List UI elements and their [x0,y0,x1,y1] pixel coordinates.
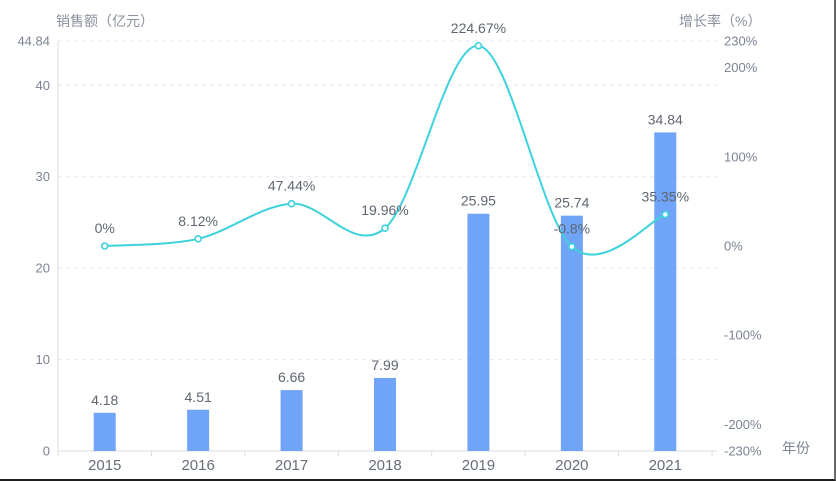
bar-value-label: 34.84 [648,111,683,127]
x-axis-title: 年份 [782,440,810,456]
bar-value-label: 25.95 [461,193,496,209]
line-value-label: 0% [95,220,115,236]
line-value-label: 19.96% [361,202,408,218]
left-axis-title: 销售额（亿元） [56,13,154,29]
line-value-label: 47.44% [268,178,315,194]
left-axis-tick-label: 44.84 [17,34,50,49]
right-axis-tick-label: 230% [724,34,758,49]
right-axis-title: 增长率（%） [679,13,762,29]
line-value-label: -0.8% [554,221,591,237]
left-axis-tick-label: 10 [36,352,50,367]
right-axis-tick-label: -100% [724,328,762,343]
left-axis-tick-label: 30 [36,169,50,184]
bar-2019[interactable] [467,213,490,451]
x-axis-category-label: 2016 [181,457,214,474]
bar-2021[interactable] [654,132,677,451]
line-point-2015[interactable] [100,242,109,250]
right-axis-tick-label: -230% [724,444,762,459]
line-point-2020[interactable] [568,242,576,251]
bar-value-label: 6.66 [278,369,305,385]
line-point-2016[interactable] [194,234,202,243]
right-axis-tick-label: 200% [724,60,758,75]
left-axis-tick-label: 40 [36,78,50,93]
bar-2016[interactable] [187,409,210,451]
x-axis-category-label: 2021 [649,457,682,474]
bar-value-label: 4.51 [185,389,212,405]
bar-2018[interactable] [374,377,396,451]
right-axis-tick-label: -200% [724,417,762,432]
line-value-label: 224.67% [451,20,506,36]
left-axis-tick-label: 0 [43,444,50,459]
line-point-2018[interactable] [381,224,389,233]
line-point-2019[interactable] [474,41,483,50]
line-value-label: 8.12% [178,213,218,229]
x-axis-category-label: 2017 [275,457,308,474]
right-axis-tick-label: 0% [724,239,743,254]
x-axis-category-label: 2015 [88,457,121,474]
bar-2020[interactable] [560,215,583,451]
bar-value-label: 4.18 [91,392,118,408]
line-point-2021[interactable] [661,210,670,219]
line-value-label: 35.35% [642,188,689,204]
left-axis-tick-label: 20 [36,261,50,276]
bar-value-label: 7.99 [371,357,398,373]
x-axis-category-label: 2020 [555,457,588,474]
x-axis-category-label: 2019 [462,457,495,474]
line-point-2017[interactable] [287,199,296,208]
bar-2015[interactable] [93,412,116,451]
bar-value-label: 25.74 [554,195,589,211]
right-axis-tick-label: 100% [724,149,758,164]
x-axis-category-label: 2018 [368,457,401,474]
bar-2017[interactable] [280,390,303,451]
